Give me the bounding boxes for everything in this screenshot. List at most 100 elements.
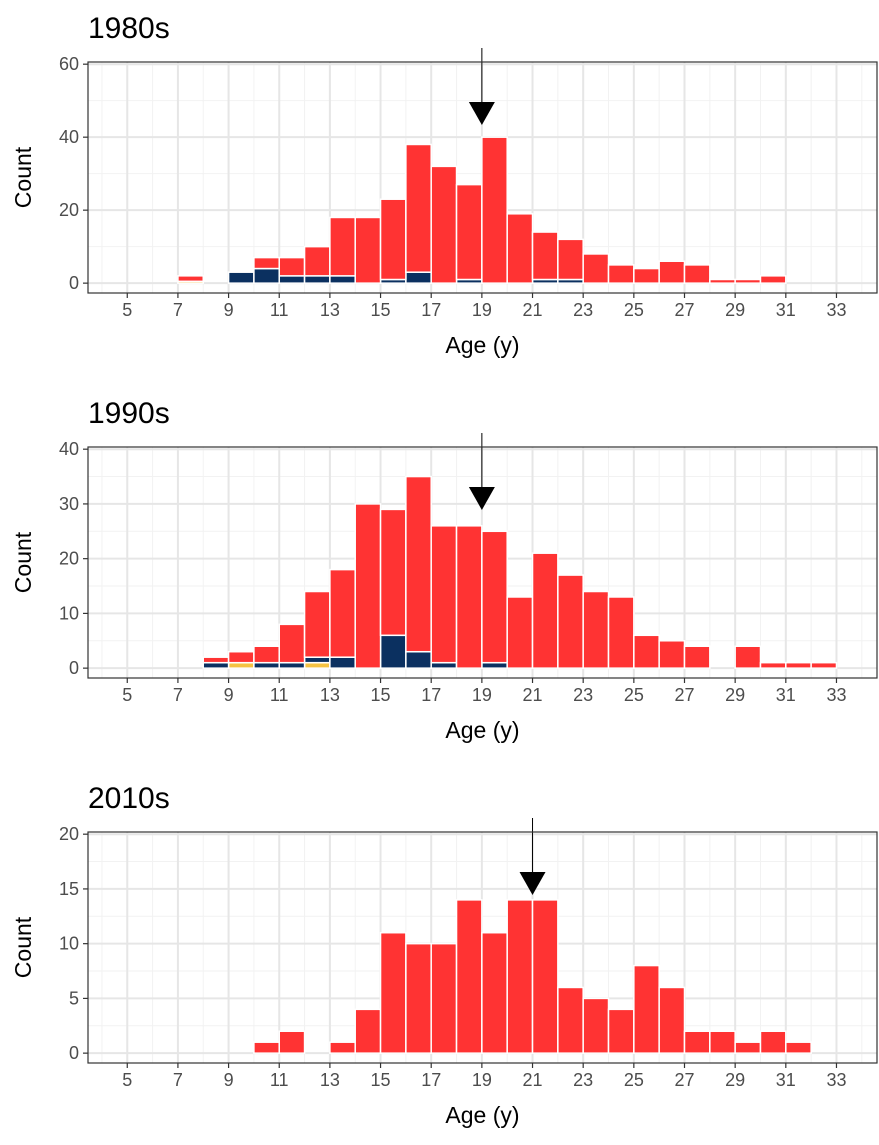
bar-red [177, 275, 204, 283]
bar-red [379, 931, 407, 1054]
x-tick-label: 5 [122, 300, 132, 320]
arrow-head [468, 102, 495, 125]
y-tick-label: 10 [59, 934, 79, 954]
arrow-marker [468, 48, 495, 125]
x-tick-label: 5 [122, 1070, 132, 1090]
plot-border [87, 446, 878, 679]
bar-red [582, 253, 610, 284]
bar-red [481, 136, 508, 284]
bar-red [658, 640, 686, 669]
y-tick-label: 10 [59, 603, 79, 623]
bar-red [405, 475, 432, 653]
bar-red [278, 1030, 306, 1054]
chart-title: 2010s [88, 782, 170, 815]
x-tick-label: 29 [725, 685, 745, 705]
bar-red [557, 986, 584, 1054]
bar-red [303, 245, 331, 277]
bar-red [506, 596, 534, 669]
x-tick-label: 25 [624, 1070, 644, 1090]
y-axis-label: Count [10, 916, 36, 978]
x-axis-label: Age (y) [445, 717, 519, 743]
arrow-marker [519, 818, 546, 895]
bar-navy [405, 650, 432, 669]
bar-red [354, 503, 382, 669]
bar-red [531, 552, 559, 669]
bar-red [481, 931, 508, 1054]
bar-red [759, 1030, 787, 1054]
x-axis-label: Age (y) [445, 1102, 519, 1128]
x-tick-label: 17 [421, 685, 441, 705]
bar-red [683, 1030, 711, 1054]
x-tick-label: 17 [421, 300, 441, 320]
bar-red [405, 143, 432, 273]
bar-red [430, 942, 458, 1054]
bar-red [785, 661, 812, 669]
bar-red [481, 530, 508, 664]
arrow-head [468, 487, 495, 510]
chart-title: 1990s [88, 397, 170, 430]
arrow-marker [468, 433, 495, 510]
bar-red [759, 275, 787, 284]
bar-red [658, 986, 686, 1054]
bar-yellow [303, 661, 331, 669]
x-tick-label: 19 [472, 685, 492, 705]
x-tick-label: 9 [224, 1070, 234, 1090]
bar-red [506, 213, 534, 284]
x-tick-label: 23 [573, 300, 593, 320]
bar-red [455, 899, 483, 1054]
x-tick-label: 7 [173, 1070, 183, 1090]
x-tick-label: 11 [270, 1070, 289, 1090]
bar-red [582, 997, 610, 1054]
x-tick-label: 11 [270, 300, 289, 320]
x-tick-label: 7 [173, 300, 183, 320]
panel-1980s: 1980s 0 20 40 60 5 7 9 11 13 15 17 19 21 23 25 27 29 31 33 A… [0, 0, 879, 370]
bar-red [506, 899, 534, 1054]
bar-red [202, 656, 230, 664]
x-tick-label: 15 [371, 300, 391, 320]
x-tick-label: 33 [826, 300, 846, 320]
bar-navy [303, 656, 331, 664]
x-tick-label: 23 [573, 1070, 593, 1090]
bar-red [607, 596, 635, 669]
bar-red [633, 267, 660, 284]
x-tick-label: 33 [826, 1070, 846, 1090]
bar-red [253, 1041, 280, 1054]
x-tick-label: 33 [826, 685, 846, 705]
y-tick-label: 40 [59, 127, 79, 147]
y-axis-label: Count [10, 531, 36, 593]
y-tick-label: 20 [59, 549, 79, 569]
bar-red [278, 623, 306, 664]
plot-border [87, 61, 878, 294]
x-tick-label: 29 [725, 300, 745, 320]
bar-navy [405, 271, 432, 284]
bar-navy [253, 661, 280, 669]
bar-navy [303, 275, 331, 284]
x-tick-label: 31 [776, 300, 796, 320]
y-tick-label: 20 [59, 200, 79, 220]
x-tick-label: 21 [523, 1070, 543, 1090]
bar-red [354, 216, 382, 284]
x-tick-label: 27 [674, 300, 694, 320]
bar-red [354, 1008, 382, 1054]
bar-navy [278, 661, 306, 669]
bar-red [683, 645, 711, 669]
y-tick-label: 40 [59, 439, 79, 459]
bar-red [253, 256, 280, 270]
bar-red [531, 899, 559, 1054]
y-tick-label: 5 [69, 988, 79, 1008]
y-tick-label: 30 [59, 494, 79, 514]
bar-navy [253, 267, 280, 284]
bar-red [379, 198, 407, 281]
x-tick-label: 19 [472, 1070, 492, 1090]
x-tick-label: 15 [371, 1070, 391, 1090]
bar-red [709, 278, 736, 284]
panel-1990s: 1990s 0 10 20 30 40 5 7 9 11 13 15 17 19 21 23 25 27 29 31 3… [0, 385, 879, 755]
bar-red [278, 256, 306, 277]
bar-red [785, 1041, 812, 1054]
bar-navy [329, 656, 356, 669]
y-axis-label: Count [10, 146, 36, 208]
x-tick-label: 7 [173, 685, 183, 705]
bar-red [759, 661, 787, 669]
bar-navy [481, 661, 508, 669]
y-tick-label: 0 [69, 658, 79, 678]
